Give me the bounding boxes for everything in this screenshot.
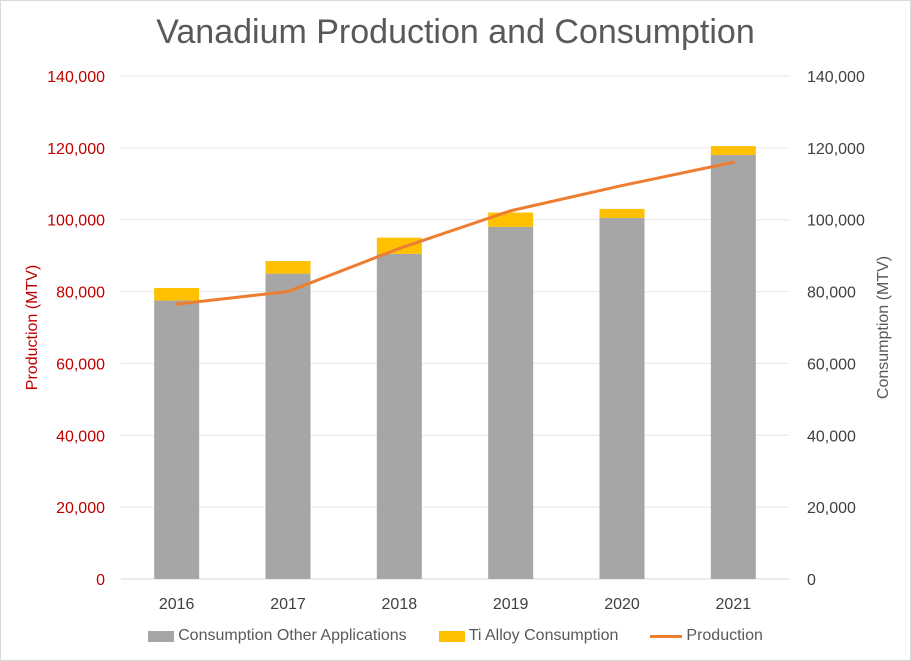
legend-label-ti-alloy: Ti Alloy Consumption (468, 627, 619, 644)
y-tick-label: 60,000 (56, 356, 105, 373)
bar-consumption-other (154, 300, 200, 579)
bar-consumption-other (265, 273, 311, 579)
legend-swatch-production (650, 635, 683, 638)
bar-ti-alloy (710, 146, 756, 156)
legend-label-production: Production (686, 627, 763, 644)
y-tick-label: 20,000 (56, 500, 105, 517)
bar-ti-alloy (154, 287, 200, 301)
y-tick-label: 120,000 (47, 141, 105, 158)
production-point (397, 246, 401, 250)
y2-tick-label: 60,000 (807, 356, 856, 373)
y2-tick-label: 20,000 (807, 500, 856, 517)
bar-ti-alloy (376, 237, 422, 254)
chart-title: Vanadium Production and Consumption (156, 13, 755, 51)
y2-tick-label: 80,000 (807, 285, 856, 302)
production-line (175, 160, 735, 306)
production-point (731, 160, 735, 164)
legend-label-other: Consumption Other Applications (178, 627, 407, 644)
y2-tick-label: 140,000 (807, 69, 865, 86)
y-axis-title: Production (MTV) (24, 265, 41, 390)
legend-item-production: Production (650, 627, 763, 645)
y2-tick-label: 40,000 (807, 428, 856, 445)
production-point (509, 209, 513, 213)
legend-swatch-ti-alloy (438, 630, 465, 642)
legend-item-other: Consumption Other Applications (148, 627, 407, 645)
x-tick-label: 2019 (493, 596, 529, 613)
x-tick-label: 2018 (382, 596, 418, 613)
x-tick-label: 2017 (270, 596, 306, 613)
bar-consumption-other (710, 155, 756, 580)
y-tick-label: 0 (96, 572, 105, 589)
y2-axis-title: Consumption (MTV) (875, 256, 892, 399)
y2-tick-label: 100,000 (807, 213, 865, 230)
y-tick-label: 100,000 (47, 213, 105, 230)
bar-consumption-other (376, 253, 422, 579)
x-tick-label: 2020 (604, 596, 640, 613)
bar-consumption-other (599, 217, 645, 580)
bar-consumption-other (488, 226, 534, 579)
production-point (620, 184, 624, 188)
legend-item-ti-alloy: Ti Alloy Consumption (438, 627, 619, 645)
x-tick-label: 2016 (159, 596, 195, 613)
legend: Consumption Other Applications Ti Alloy … (1, 627, 910, 645)
production-point (286, 290, 290, 294)
y-tick-label: 40,000 (56, 428, 105, 445)
bar-ti-alloy (599, 208, 645, 218)
production-point (175, 302, 179, 306)
bar-ti-alloy (265, 261, 311, 274)
x-tick-label: 2021 (716, 596, 752, 613)
y-tick-label: 140,000 (47, 69, 105, 86)
y2-tick-label: 120,000 (807, 141, 865, 158)
y2-tick-label: 0 (807, 572, 816, 589)
legend-swatch-other (148, 630, 175, 642)
y-tick-label: 80,000 (56, 285, 105, 302)
